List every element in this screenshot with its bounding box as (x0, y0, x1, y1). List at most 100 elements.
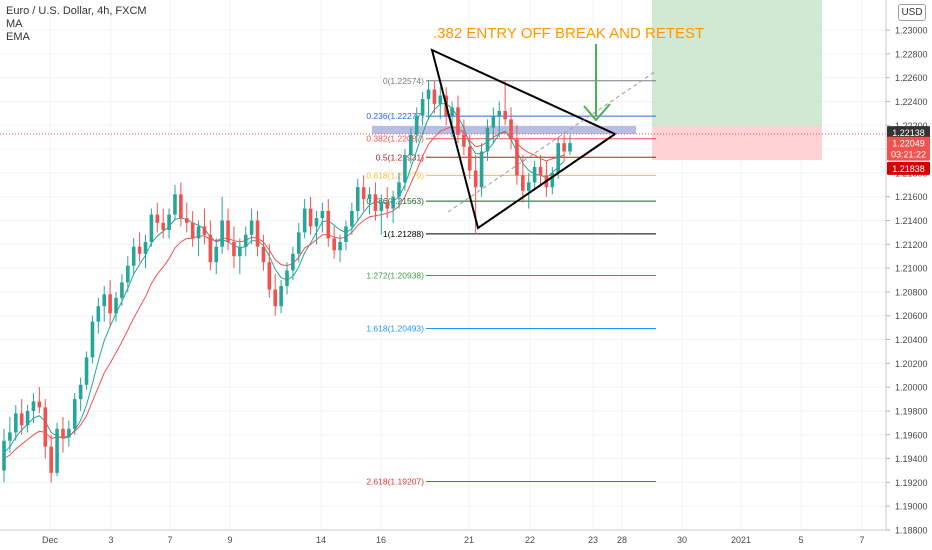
candle (503, 80, 507, 126)
candle (373, 182, 378, 221)
stop-loss-zone[interactable] (652, 126, 822, 160)
fib-level[interactable]: 1.618(1.20493) (366, 323, 656, 333)
candle (167, 208, 171, 239)
candle-body (232, 241, 236, 257)
entry-zone-highlight[interactable] (372, 126, 636, 134)
candle-body (320, 210, 325, 219)
price-label-text: 1.22049 (892, 139, 925, 149)
candle-body (84, 357, 89, 385)
candle-body (72, 399, 77, 429)
ma-indicator-label[interactable]: MA (6, 18, 23, 30)
y-tick-label: 1.21400 (895, 216, 928, 226)
candle (296, 222, 301, 263)
fib-level[interactable]: 2.618(1.19207) (366, 477, 656, 487)
fib-level[interactable]: 1.272(1.20938) (366, 270, 656, 280)
candle (285, 262, 289, 295)
price-label-text: 1.22138 (892, 128, 925, 138)
candle-body (379, 202, 384, 211)
candle (485, 119, 490, 161)
annotation-text[interactable]: .382 ENTRY OFF BREAK AND RETEST (433, 25, 705, 42)
candle (291, 246, 295, 281)
candle-body (296, 232, 301, 254)
x-tick-label: 22 (525, 535, 535, 545)
candle (179, 182, 183, 227)
candle-body (249, 220, 254, 235)
ema-indicator-label[interactable]: EMA (6, 31, 30, 43)
candle (55, 422, 59, 477)
x-tick-label: Dec (42, 535, 59, 545)
candle-body (167, 214, 171, 231)
y-tick-label: 1.19200 (895, 478, 928, 488)
candle-body (426, 89, 431, 100)
fib-level[interactable]: 0.786(1.21563) (366, 196, 656, 206)
candle (432, 81, 437, 114)
candle-body (279, 285, 283, 307)
candle-body (562, 143, 566, 152)
candle-body (273, 289, 278, 307)
candle (155, 202, 160, 233)
candle-body (31, 401, 36, 411)
y-tick-label: 1.21200 (895, 240, 928, 250)
candle (19, 399, 24, 435)
candle (238, 238, 242, 275)
x-tick-label: 30 (677, 535, 687, 545)
fib-level[interactable]: 1(1.21288) (383, 229, 656, 239)
candle-body (238, 246, 242, 257)
candle (438, 87, 443, 120)
y-tick-label: 1.20000 (895, 383, 928, 393)
candle-body (102, 294, 107, 307)
price-label: 1.22049 (887, 136, 930, 150)
target-zone[interactable] (652, 0, 822, 126)
currency-button[interactable]: USD (898, 4, 926, 21)
candle-body (332, 238, 336, 251)
candle (2, 428, 6, 483)
candle-body (173, 194, 177, 215)
candle-body (568, 143, 572, 152)
candle (226, 208, 230, 251)
candle-body (49, 446, 53, 473)
candle (403, 149, 407, 191)
candle (338, 234, 342, 263)
candle (61, 416, 65, 453)
candle-body (285, 270, 289, 286)
candle-body (202, 226, 207, 235)
fib-level[interactable]: 0.236(1.22277) (366, 111, 656, 121)
candle (355, 178, 360, 221)
candle (491, 107, 496, 144)
symmetrical-triangle-pattern[interactable] (430, 48, 618, 230)
time-axis[interactable]: Dec 3 7 9 14 16 21 22 23 28 30 2021 5 7 (0, 529, 886, 550)
candle (526, 172, 531, 209)
candle-body (226, 220, 230, 242)
y-tick-label: 1.19000 (895, 502, 928, 512)
y-tick-label: 1.23000 (895, 26, 928, 36)
candle (562, 134, 566, 161)
candle-body (55, 428, 59, 473)
candle (391, 190, 395, 223)
candle (320, 202, 325, 233)
candle (267, 244, 272, 298)
symbol-title[interactable]: Euro / U.S. Dollar, 4h, FXCM (6, 5, 147, 17)
candle (350, 202, 354, 235)
candle (538, 155, 543, 185)
candlesticks (2, 80, 572, 483)
candle-body (409, 134, 413, 156)
candle (90, 315, 95, 364)
candle (149, 208, 154, 247)
candle-body (497, 110, 502, 116)
y-tick-label: 1.22600 (895, 73, 928, 83)
price-axis[interactable]: 1.23000 1.22800 1.22600 1.22400 1.22200 1.220… (885, 0, 932, 550)
candle-body (179, 194, 183, 219)
candle-body (556, 143, 561, 173)
fib-level[interactable]: 0(1.22574) (383, 76, 656, 86)
candle (96, 297, 101, 334)
candle-body (350, 210, 354, 227)
candle-body (291, 253, 295, 271)
candle (344, 220, 348, 251)
candle-body (503, 110, 507, 120)
y-tick-label: 1.19600 (895, 430, 928, 440)
price-label-background (887, 161, 930, 175)
candle-body (120, 282, 124, 298)
candle-body (161, 222, 165, 231)
